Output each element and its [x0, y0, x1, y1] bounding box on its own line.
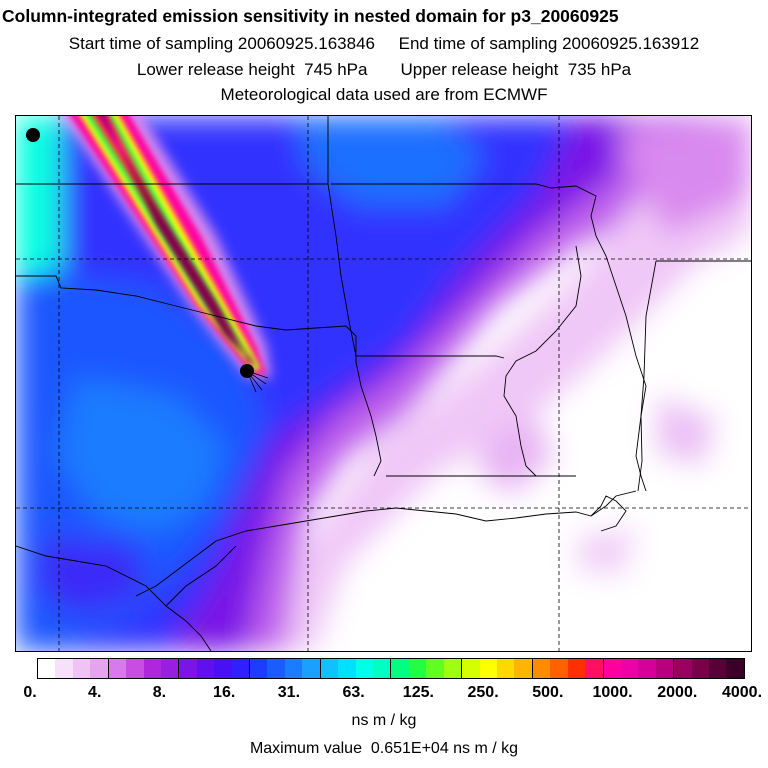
colorbar-segment: [249, 659, 268, 678]
colorbar-segment: [55, 659, 73, 678]
colorbar-tick-label: 63.: [342, 684, 365, 701]
colorbar-tick-label: 1000.: [592, 684, 633, 701]
colorbar-tick-label: 2000.: [657, 684, 698, 701]
colorbar-segment: [461, 659, 480, 678]
colorbar-tick-label: 31.: [277, 684, 301, 701]
colorbar-segment: [302, 659, 320, 678]
boundaries: [16, 116, 751, 651]
colorbar-segment: [550, 659, 568, 678]
colorbar-segment: [196, 659, 215, 678]
colorbar-segment: [143, 659, 161, 678]
release-point-spokes: [246, 370, 269, 393]
colorbar-segment: [284, 659, 303, 678]
colorbar-segment: [567, 659, 586, 678]
colorbar-segment: [72, 659, 91, 678]
colorbar-segment: [107, 659, 127, 678]
colorbar: [37, 658, 745, 679]
colorbar-segment: [585, 659, 603, 678]
colorbar-segment: [319, 659, 339, 678]
meteorological-data-line: Meteorological data used are from ECMWF: [220, 85, 548, 104]
colorbar-segment: [90, 659, 108, 678]
colorbar-segment: [373, 659, 391, 678]
colorbar-segment: [126, 659, 144, 678]
colorbar-tick-label: 500.: [532, 684, 564, 701]
colorbar-segment: [338, 659, 356, 678]
colorbar-segment: [355, 659, 374, 678]
colorbar-tick-label: 0.: [23, 684, 37, 701]
colorbar-segment: [531, 659, 551, 678]
corner-point-marker: [26, 128, 40, 142]
colorbar-segment: [620, 659, 639, 678]
colorbar-segment: [691, 659, 710, 678]
colorbar-tick-label: 16.: [213, 684, 236, 701]
lat-lon-grid: [16, 116, 751, 651]
colorbar-segment: [726, 659, 744, 678]
colorbar-segment: [214, 659, 232, 678]
sensitivity-field: [16, 116, 751, 651]
release-height-line: Lower release height 745 hPa Upper relea…: [136, 60, 632, 79]
colorbar-segment: [178, 659, 197, 678]
colorbar-segment: [231, 659, 250, 678]
colorbar-segment: [160, 659, 179, 678]
colorbar-segment: [267, 659, 285, 678]
colorbar-tick-label: 4.: [88, 684, 102, 701]
colorbar-segment: [709, 659, 727, 678]
colorbar-tick-label: 125.: [402, 684, 434, 701]
sensitivity-map: [15, 115, 752, 652]
colorbar-segment: [38, 659, 56, 678]
colorbar-segment: [408, 659, 427, 678]
colorbar-segment: [443, 659, 462, 678]
colorbar-segment: [426, 659, 444, 678]
colorbar-segment: [673, 659, 692, 678]
sampling-time-line: Start time of sampling 20060925.163846 E…: [68, 34, 700, 53]
plot-title: Column-integrated emission sensitivity i…: [2, 6, 619, 26]
colorbar-tick-label: 4000.: [721, 684, 763, 701]
colorbar-segment: [496, 659, 515, 678]
colorbar-units: ns m / kg: [351, 712, 417, 729]
colorbar-segment: [602, 659, 621, 678]
colorbar-segment: [638, 659, 656, 678]
colorbar-segment: [479, 659, 497, 678]
colorbar-tick-label: 8.: [152, 684, 167, 701]
colorbar-tick-label: 250.: [467, 684, 499, 701]
colorbar-segment: [655, 659, 674, 678]
maximum-value-label: Maximum value 0.651E+04 ns m / kg: [249, 740, 519, 757]
colorbar-tick-labels: 0. 4. 8. 16. 31. 63. 125. 250. 500. 1000. 2000. 400…: [0, 684, 768, 704]
colorbar-segment: [390, 659, 409, 678]
colorbar-segment: [514, 659, 532, 678]
emission-plume: [62, 116, 271, 378]
